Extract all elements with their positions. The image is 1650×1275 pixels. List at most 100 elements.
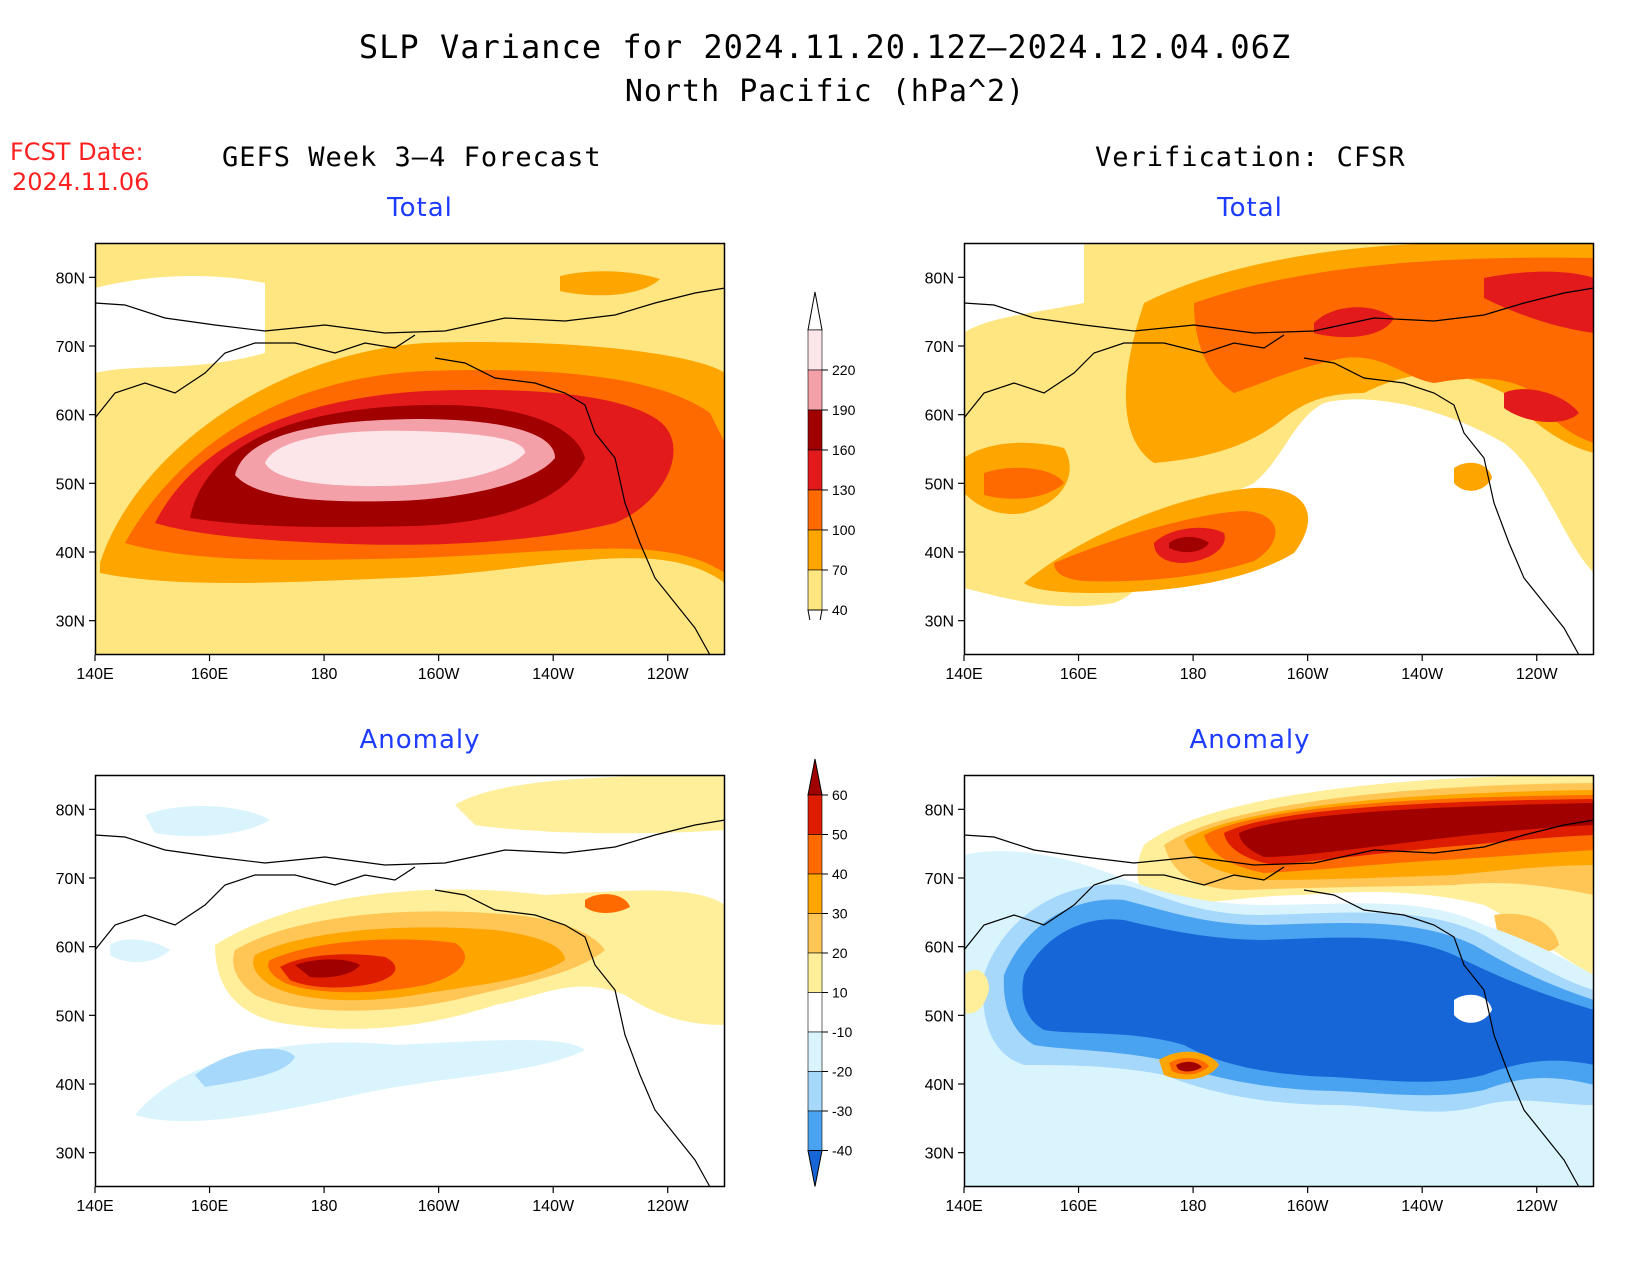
colorbar-swatch bbox=[807, 1071, 823, 1112]
colorbar-label: 40 bbox=[832, 602, 848, 618]
forecast-column-heading: GEFS Week 3–4 Forecast bbox=[222, 142, 602, 173]
lat-tick-label: 70N bbox=[56, 871, 85, 888]
lat-tick-label: 80N bbox=[56, 802, 85, 819]
colorbar-cap-bottom bbox=[807, 609, 823, 620]
lat-tick-label: 80N bbox=[56, 270, 85, 287]
contour-220 bbox=[265, 430, 525, 487]
colorbar-swatch bbox=[807, 569, 823, 611]
lat-tick-label: 50N bbox=[925, 476, 954, 493]
lat-tick-label: 30N bbox=[56, 614, 85, 631]
coastline bbox=[94, 819, 726, 1188]
lat-tick-label: 30N bbox=[925, 1146, 954, 1163]
contour-100-west bbox=[984, 467, 1064, 499]
panel-subtitle-verification-anomaly: Anomaly bbox=[1189, 725, 1311, 755]
lon-tick-label: 160W bbox=[1287, 666, 1330, 683]
colorbar-swatch bbox=[807, 1031, 823, 1072]
lat-tick-label: 50N bbox=[925, 1008, 954, 1025]
lat-tick-label: 30N bbox=[925, 614, 954, 631]
chart-title: SLP Variance for 2024.11.20.12Z–2024.12.… bbox=[358, 28, 1292, 66]
lon-tick-label: 160W bbox=[418, 1198, 461, 1215]
lat-tick-label: 80N bbox=[925, 270, 954, 287]
map-panel-forecast-anomaly bbox=[94, 774, 726, 1188]
lon-tick-label: 120W bbox=[647, 666, 690, 683]
colorbar-label: 190 bbox=[832, 402, 856, 418]
coastline bbox=[963, 819, 1595, 1188]
verification-column-heading: Verification: CFSR bbox=[1095, 142, 1406, 173]
lat-tick-label: 60N bbox=[925, 940, 954, 957]
colorbar-swatch bbox=[807, 409, 823, 451]
contour-60 bbox=[1239, 803, 1594, 857]
coastline bbox=[963, 287, 1595, 656]
lon-tick-label: 160W bbox=[418, 666, 461, 683]
lat-tick-label: 60N bbox=[925, 408, 954, 425]
colorbar-swatch bbox=[807, 952, 823, 993]
panel-subtitle-verification-total: Total bbox=[1217, 193, 1283, 223]
colorbar-label: 30 bbox=[832, 906, 848, 922]
colorbar-swatch bbox=[807, 992, 823, 1033]
lon-tick-label: 160E bbox=[1060, 666, 1097, 683]
lon-tick-label: 120W bbox=[647, 1198, 690, 1215]
contour-60 bbox=[295, 959, 360, 978]
lon-tick-label: 160E bbox=[191, 666, 228, 683]
lon-tick-label: 140W bbox=[1401, 1198, 1444, 1215]
colorbar-swatch bbox=[807, 489, 823, 531]
lon-tick-label: 160E bbox=[1060, 1198, 1097, 1215]
map-forecast-anomaly bbox=[94, 774, 726, 1188]
colorbar-swatch bbox=[807, 329, 823, 371]
map-verification-total bbox=[963, 242, 1595, 656]
colorbar-cap-bottom bbox=[807, 1150, 823, 1187]
colorbar-cap-top bbox=[807, 291, 823, 331]
lon-tick-label: 180 bbox=[311, 1198, 338, 1215]
contour-70-east bbox=[1454, 462, 1492, 491]
colorbar-label: -20 bbox=[832, 1064, 852, 1080]
map-frame bbox=[963, 242, 1595, 656]
colorbar-swatch bbox=[807, 529, 823, 571]
lon-tick-label: 140W bbox=[532, 1198, 575, 1215]
contour-130 bbox=[1314, 271, 1594, 423]
lon-tick-label: 180 bbox=[1180, 666, 1207, 683]
lat-tick-label: 60N bbox=[56, 940, 85, 957]
contour-neg20 bbox=[195, 1048, 295, 1087]
coastline bbox=[94, 287, 726, 656]
colorbar-swatch bbox=[807, 834, 823, 875]
forecast-date-label: FCST Date: bbox=[10, 138, 144, 166]
contour-low bbox=[95, 276, 265, 373]
colorbar-swatch bbox=[807, 1110, 823, 1151]
colorbar-label: 160 bbox=[832, 442, 856, 458]
lon-tick-label: 120W bbox=[1516, 1198, 1559, 1215]
map-verification-anomaly bbox=[963, 774, 1595, 1188]
map-panel-verification-anomaly bbox=[963, 774, 1595, 1188]
lat-tick-label: 40N bbox=[56, 1077, 85, 1094]
colorbar-swatch bbox=[807, 873, 823, 914]
colorbar-label: 50 bbox=[832, 827, 848, 843]
colorbar-label: 40 bbox=[832, 866, 848, 882]
contour-10-west bbox=[964, 970, 989, 1014]
panel-subtitle-forecast-anomaly: Anomaly bbox=[359, 725, 481, 755]
contour-10-north bbox=[455, 775, 725, 834]
lon-tick-label: 140E bbox=[945, 1198, 982, 1215]
map-frame bbox=[963, 774, 1595, 1188]
colorbar-label: 70 bbox=[832, 562, 848, 578]
colorbar-label: 20 bbox=[832, 945, 848, 961]
colorbar-swatch bbox=[807, 913, 823, 954]
lat-tick-label: 40N bbox=[56, 545, 85, 562]
map-panel-verification-total bbox=[963, 242, 1595, 656]
colorbar-swatch bbox=[807, 794, 823, 835]
lon-tick-label: 180 bbox=[1180, 1198, 1207, 1215]
contour-neg40 bbox=[1022, 919, 1594, 1082]
colorbar-swatch bbox=[807, 369, 823, 411]
lat-tick-label: 40N bbox=[925, 545, 954, 562]
panel-subtitle-forecast-total: Total bbox=[387, 193, 453, 223]
contour-160-south bbox=[1169, 537, 1209, 553]
colorbar-label: 220 bbox=[832, 362, 856, 378]
colorbar-anomaly: 60 50 40 30 20 10 -10 -20 -30 -40 bbox=[807, 758, 852, 1187]
lon-tick-label: 140W bbox=[1401, 666, 1444, 683]
contour-neg10-north bbox=[145, 805, 270, 837]
lat-tick-label: 60N bbox=[56, 408, 85, 425]
lon-tick-label: 140W bbox=[532, 666, 575, 683]
lat-tick-label: 50N bbox=[56, 1008, 85, 1025]
colorbar-label: 60 bbox=[832, 787, 848, 803]
lon-tick-label: 160E bbox=[191, 1198, 228, 1215]
lat-tick-label: 50N bbox=[56, 476, 85, 493]
lon-tick-label: 140E bbox=[945, 666, 982, 683]
